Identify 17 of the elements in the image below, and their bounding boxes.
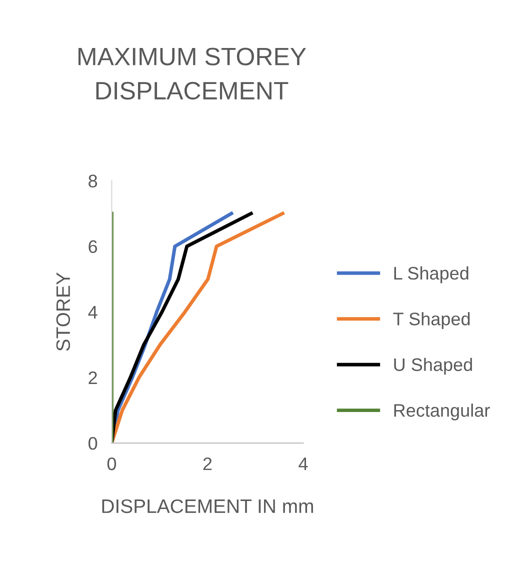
- legend-label: T Shaped: [393, 312, 470, 329]
- y-axis-title: STOREY: [56, 272, 70, 351]
- x-axis-title: DISPLACEMENT IN mm: [102, 499, 313, 514]
- y-tick-label: 4: [88, 306, 98, 318]
- legend-label: Rectangular: [394, 404, 490, 420]
- x-tick-label: 0: [107, 457, 116, 470]
- x-tick-label: 2: [203, 457, 212, 470]
- line-series: [112, 212, 284, 444]
- legend-label: U Shaped: [394, 358, 472, 375]
- legend-label: L Shaped: [394, 266, 468, 284]
- y-tick-label: 0: [88, 437, 98, 450]
- y-tick-label: 8: [88, 174, 98, 188]
- y-tick-label: 6: [88, 240, 98, 254]
- y-tick-label: 2: [88, 371, 97, 384]
- line-series: [112, 212, 114, 444]
- x-tick-label: 4: [298, 458, 308, 470]
- chart-title: MAXIMUM STOREY DISPLACEMENT: [78, 48, 306, 100]
